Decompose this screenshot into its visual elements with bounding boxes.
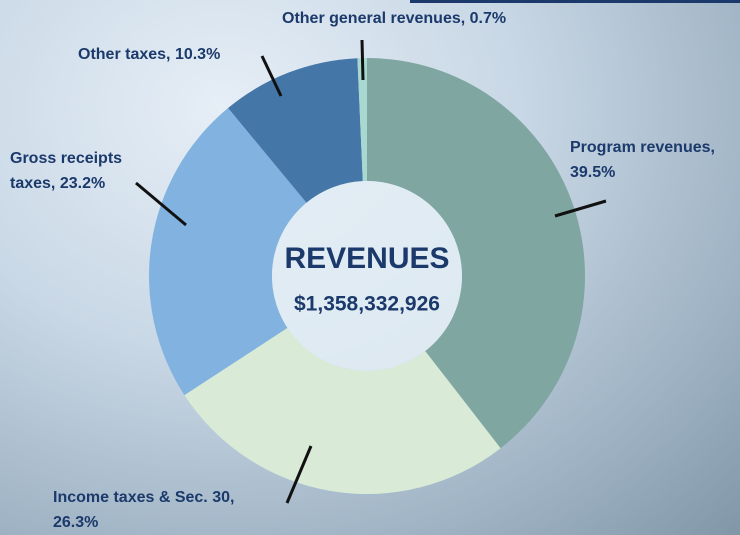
value-label: 0.7% bbox=[469, 10, 507, 27]
leader-line bbox=[285, 445, 313, 504]
donut-hole bbox=[272, 181, 462, 371]
leader-lines bbox=[135, 39, 607, 504]
category-label: Gross receipts taxes, bbox=[10, 150, 123, 192]
slice-label: Program revenues, 39.5% bbox=[570, 135, 740, 185]
chart-subtitle: $1,358,332,926 bbox=[294, 293, 440, 316]
slice-label: Other taxes, 10.3% bbox=[78, 42, 298, 67]
slice-label: Other general revenues, 0.7% bbox=[282, 6, 602, 31]
value-label: 23.2% bbox=[59, 175, 106, 192]
category-label: Income taxes & Sec. 30, bbox=[53, 489, 235, 506]
slice bbox=[184, 327, 501, 494]
slice bbox=[367, 58, 585, 449]
value-label: 26.3% bbox=[53, 514, 99, 531]
category-label: Other general revenues, bbox=[282, 10, 466, 27]
category-label: Program revenues, bbox=[570, 139, 715, 156]
chart-title: REVENUES bbox=[284, 242, 449, 275]
slice bbox=[357, 58, 367, 182]
slice bbox=[149, 108, 307, 396]
slice bbox=[228, 58, 363, 203]
slices bbox=[149, 58, 585, 494]
slice-label: Income taxes & Sec. 30, 26.3% bbox=[53, 485, 283, 535]
leader-line bbox=[135, 181, 187, 227]
slice-label: Gross receipts taxes, 23.2% bbox=[10, 146, 150, 196]
value-label: 39.5% bbox=[570, 164, 616, 181]
leader-line bbox=[260, 55, 283, 97]
leader-line bbox=[554, 199, 607, 218]
category-label: Other taxes, bbox=[78, 46, 171, 63]
top-bar bbox=[410, 0, 740, 3]
value-label: 10.3% bbox=[174, 46, 221, 63]
leader-line bbox=[360, 39, 365, 81]
